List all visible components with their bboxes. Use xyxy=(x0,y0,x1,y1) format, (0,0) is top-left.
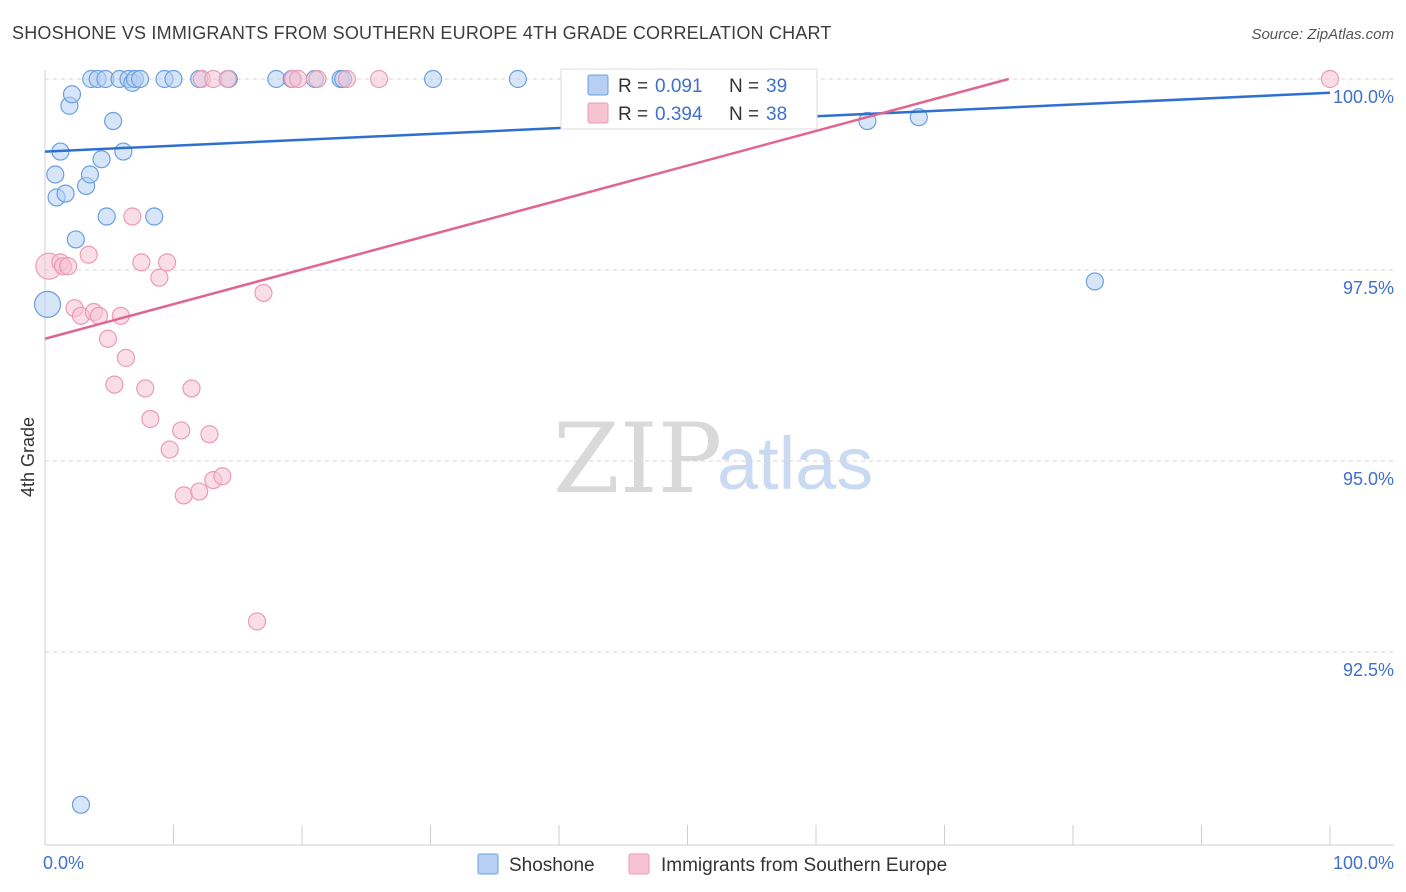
immigrants-point xyxy=(254,283,273,303)
immigrants-point xyxy=(79,245,98,264)
scatter-points xyxy=(33,69,1340,814)
immigrants-point xyxy=(141,409,160,429)
legend-r-label: R = xyxy=(618,76,648,97)
immigrants-point xyxy=(98,329,118,348)
legend-n-value-immigrants: 38 xyxy=(766,104,787,125)
immigrants-point xyxy=(289,69,308,89)
immigrants-point xyxy=(136,379,155,398)
y-tick-label: 97.5% xyxy=(1343,278,1394,298)
shoshone-point xyxy=(71,795,91,814)
immigrants-point xyxy=(190,482,209,501)
immigrants-point xyxy=(218,69,237,89)
immigrants-point xyxy=(157,253,177,272)
immigrants-point xyxy=(160,440,179,459)
legend-n-label: N = xyxy=(729,104,759,125)
y-tick-label: 92.5% xyxy=(1343,660,1394,680)
legend-swatch-immigrants xyxy=(587,102,609,124)
immigrants-point xyxy=(59,257,78,276)
immigrants-point xyxy=(213,467,232,486)
chart-title: SHOSHONE VS IMMIGRANTS FROM SOUTHERN EUR… xyxy=(12,23,832,43)
legend-n-value-shoshone: 39 xyxy=(766,76,787,97)
shoshone-point xyxy=(33,290,62,318)
shoshone-point xyxy=(66,230,85,249)
shoshone-point xyxy=(114,142,133,161)
immigrants-point xyxy=(308,69,327,89)
immigrants-point xyxy=(174,486,193,505)
y-tick-label: 95.0% xyxy=(1343,469,1394,489)
bottom-legend-swatch-immigrants xyxy=(628,853,650,875)
axes xyxy=(44,70,1394,846)
shoshone-point xyxy=(56,184,75,203)
shoshone-point xyxy=(130,69,150,89)
shoshone-point xyxy=(46,165,65,184)
shoshone-point xyxy=(145,207,164,226)
legend-r-value-immigrants: 0.394 xyxy=(655,104,703,125)
immigrants-point xyxy=(172,421,191,440)
legend-swatch-shoshone xyxy=(587,74,609,96)
shoshone-point xyxy=(80,165,100,184)
immigrants-point xyxy=(200,425,219,444)
shoshone-point xyxy=(423,69,443,89)
shoshone-point xyxy=(164,69,183,89)
stats-legend: R = 0.091 N = 39 R = 0.394 N = 38 xyxy=(560,68,818,130)
shoshone-point xyxy=(62,85,82,104)
immigrants-trend-line xyxy=(44,77,1010,340)
grid-lines xyxy=(45,78,1394,653)
legend-r-value-shoshone: 0.091 xyxy=(655,76,703,97)
shoshone-point xyxy=(97,207,116,226)
shoshone-point xyxy=(1085,272,1104,291)
immigrants-point xyxy=(247,612,267,631)
immigrants-point xyxy=(150,268,169,287)
immigrants-point xyxy=(123,207,142,226)
y-tick-labels: 100.0% 97.5% 95.0% 92.5% xyxy=(1333,87,1394,680)
shoshone-point xyxy=(508,69,527,89)
x-tick-label-min: 0.0% xyxy=(43,853,84,873)
immigrants-point xyxy=(132,253,151,272)
immigrants-point xyxy=(370,69,389,89)
shoshone-point xyxy=(92,150,111,169)
immigrants-point xyxy=(182,379,201,398)
legend-n-label: N = xyxy=(729,76,759,97)
bottom-legend-swatch-shoshone xyxy=(477,853,499,875)
watermark-atlas: atlas xyxy=(717,422,873,505)
source-label: Source: ZipAtlas.com xyxy=(1251,26,1394,43)
immigrants-point xyxy=(1320,69,1340,89)
watermark-zip: ZIP xyxy=(553,403,722,515)
shoshone-point xyxy=(104,111,123,131)
series-legend: Shoshone Immigrants from Southern Europe xyxy=(477,853,947,876)
immigrants-point xyxy=(116,348,136,367)
shoshone-point xyxy=(267,69,286,89)
bottom-legend-immigrants: Immigrants from Southern Europe xyxy=(661,855,947,876)
legend-r-label: R = xyxy=(618,104,648,125)
immigrants-point xyxy=(337,69,357,89)
bottom-legend-shoshone: Shoshone xyxy=(509,855,595,876)
y-tick-label: 100.0% xyxy=(1333,87,1394,107)
y-axis-title: 4th Grade xyxy=(18,417,38,497)
immigrants-point xyxy=(105,375,124,394)
x-tick-label-max: 100.0% xyxy=(1333,853,1394,873)
